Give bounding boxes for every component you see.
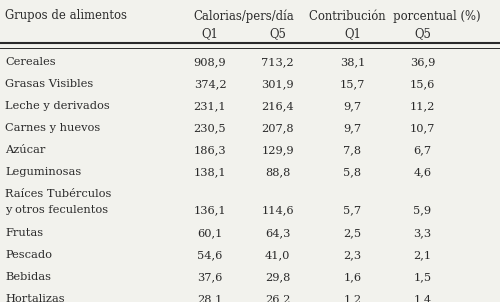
Text: 207,8: 207,8 xyxy=(261,123,294,133)
Text: Q1: Q1 xyxy=(202,27,218,40)
Text: Leche y derivados: Leche y derivados xyxy=(5,101,110,111)
Text: 60,1: 60,1 xyxy=(198,228,222,238)
Text: 64,3: 64,3 xyxy=(265,228,290,238)
Text: 230,5: 230,5 xyxy=(194,123,226,133)
Text: 26,2: 26,2 xyxy=(265,294,290,302)
Text: 36,9: 36,9 xyxy=(410,57,435,67)
Text: 138,1: 138,1 xyxy=(194,167,226,177)
Text: 9,7: 9,7 xyxy=(344,101,361,111)
Text: 1,2: 1,2 xyxy=(344,294,361,302)
Text: 186,3: 186,3 xyxy=(194,145,226,155)
Text: Q5: Q5 xyxy=(269,27,286,40)
Text: 7,8: 7,8 xyxy=(344,145,361,155)
Text: 11,2: 11,2 xyxy=(410,101,435,111)
Text: Carnes y huevos: Carnes y huevos xyxy=(5,123,100,133)
Text: 38,1: 38,1 xyxy=(340,57,365,67)
Text: 2,5: 2,5 xyxy=(344,228,361,238)
Text: 1,5: 1,5 xyxy=(414,272,432,282)
Text: Frutas: Frutas xyxy=(5,228,43,238)
Text: 2,1: 2,1 xyxy=(414,250,432,260)
Text: 41,0: 41,0 xyxy=(265,250,290,260)
Text: Grupos de alimentos: Grupos de alimentos xyxy=(5,9,127,22)
Text: Grasas Visibles: Grasas Visibles xyxy=(5,79,93,89)
Text: 5,7: 5,7 xyxy=(344,205,361,215)
Text: 1,6: 1,6 xyxy=(344,272,361,282)
Text: 231,1: 231,1 xyxy=(194,101,226,111)
Text: 29,8: 29,8 xyxy=(265,272,290,282)
Text: 114,6: 114,6 xyxy=(261,205,294,215)
Text: Hortalizas: Hortalizas xyxy=(5,294,64,302)
Text: Leguminosas: Leguminosas xyxy=(5,167,81,177)
Text: 37,6: 37,6 xyxy=(198,272,222,282)
Text: 15,7: 15,7 xyxy=(340,79,365,89)
Text: 3,3: 3,3 xyxy=(414,228,432,238)
Text: 136,1: 136,1 xyxy=(194,205,226,215)
Text: y otros feculentos: y otros feculentos xyxy=(5,205,108,215)
Text: Cereales: Cereales xyxy=(5,57,56,67)
Text: 301,9: 301,9 xyxy=(261,79,294,89)
Text: 5,8: 5,8 xyxy=(344,167,361,177)
Text: 54,6: 54,6 xyxy=(198,250,222,260)
Text: 4,6: 4,6 xyxy=(414,167,432,177)
Text: Raíces Tubérculos: Raíces Tubérculos xyxy=(5,189,112,199)
Text: 374,2: 374,2 xyxy=(194,79,226,89)
Text: Calorias/pers/día: Calorias/pers/día xyxy=(194,9,294,23)
Text: 5,9: 5,9 xyxy=(414,205,432,215)
Text: 216,4: 216,4 xyxy=(261,101,294,111)
Text: 88,8: 88,8 xyxy=(265,167,290,177)
Text: 908,9: 908,9 xyxy=(194,57,226,67)
Text: 713,2: 713,2 xyxy=(261,57,294,67)
Text: Q1: Q1 xyxy=(344,27,361,40)
Text: Pescado: Pescado xyxy=(5,250,52,260)
Text: 10,7: 10,7 xyxy=(410,123,435,133)
Text: 15,6: 15,6 xyxy=(410,79,435,89)
Text: 6,7: 6,7 xyxy=(414,145,432,155)
Text: 129,9: 129,9 xyxy=(261,145,294,155)
Text: Contribución  porcentual (%): Contribución porcentual (%) xyxy=(309,9,481,23)
Text: 2,3: 2,3 xyxy=(344,250,361,260)
Text: 1,4: 1,4 xyxy=(414,294,432,302)
Text: 9,7: 9,7 xyxy=(344,123,361,133)
Text: 28,1: 28,1 xyxy=(198,294,222,302)
Text: Q5: Q5 xyxy=(414,27,431,40)
Text: Bebidas: Bebidas xyxy=(5,272,51,282)
Text: Azúcar: Azúcar xyxy=(5,145,46,155)
